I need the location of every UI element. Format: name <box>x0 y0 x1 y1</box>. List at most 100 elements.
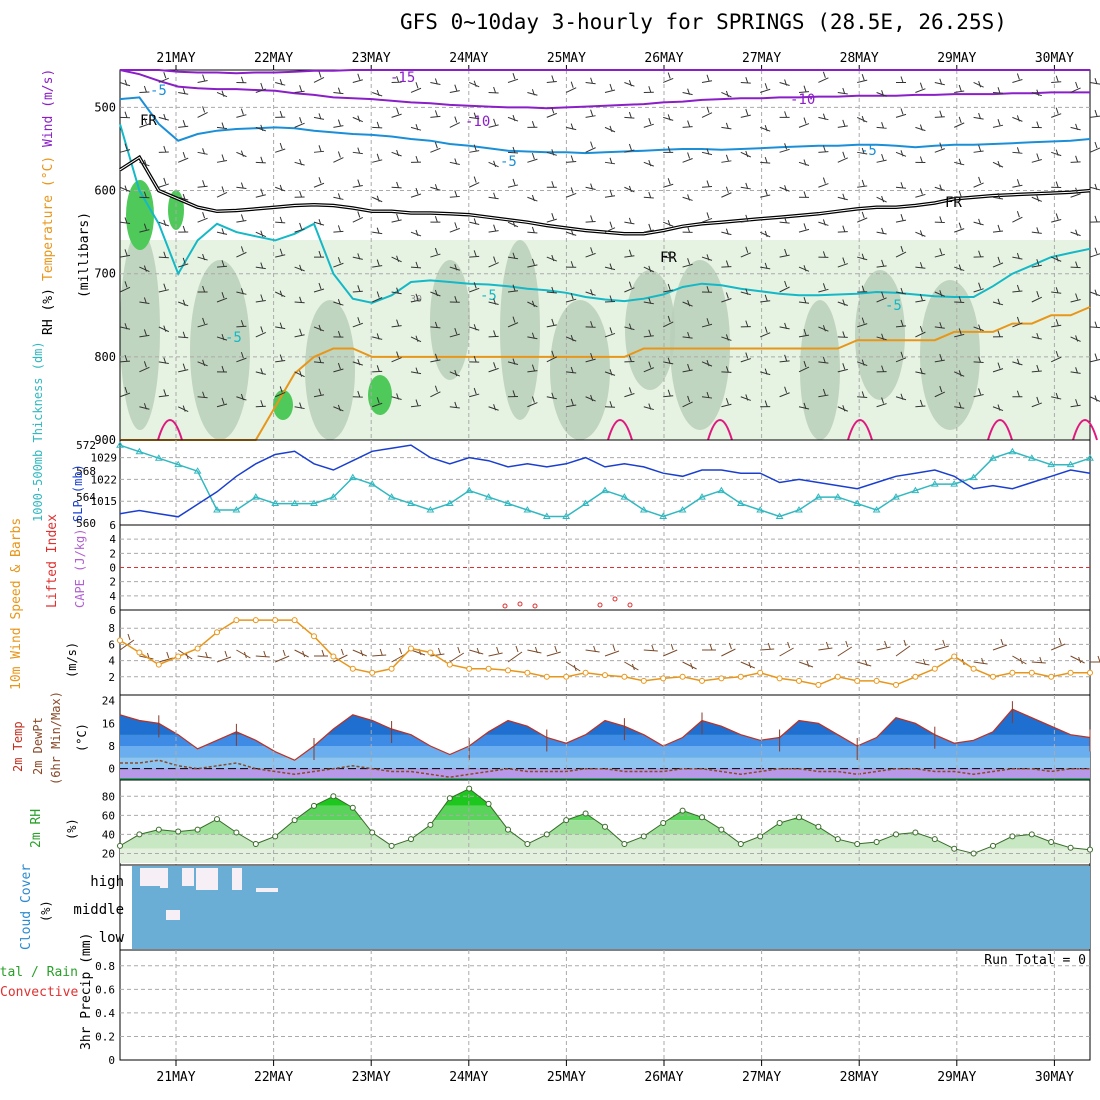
upper-wind-barb <box>566 155 577 163</box>
upper-wind-barb <box>701 359 713 367</box>
upper-wind-barb <box>294 370 305 378</box>
upper-wind-barb <box>469 112 480 120</box>
upper-wind-barb <box>876 365 887 373</box>
rh-point <box>834 836 841 843</box>
upper-wind-barb <box>1051 213 1062 223</box>
upper-wind-barb <box>954 296 965 303</box>
thickness-point <box>426 506 435 513</box>
contour-label: -5 <box>885 298 902 314</box>
upper-wind-barb <box>876 122 887 129</box>
wind-speed-point <box>349 665 356 672</box>
chart-title: GFS 0~10day 3-hourly for SPRINGS (28.5E,… <box>400 10 1007 34</box>
thickness-line <box>119 444 1091 518</box>
slp-tick-label: 1029 <box>91 452 118 465</box>
wind-speed-point <box>427 649 434 656</box>
upper-wind-barb <box>760 294 771 303</box>
wind-speed-point <box>155 661 162 668</box>
thickness-point <box>523 506 532 513</box>
rh-point <box>660 819 667 826</box>
rh-band <box>120 848 1090 863</box>
upper-wind-barb <box>1070 335 1081 342</box>
upper-wind-barb <box>333 87 344 95</box>
upper-wind-barb <box>275 322 286 330</box>
wind-speed-point <box>757 669 764 676</box>
upper-wind-barb <box>1051 255 1062 262</box>
upper-wind-barb <box>721 366 732 373</box>
thickness-point <box>368 480 377 487</box>
rh-shade-mid <box>550 300 610 440</box>
rh-point <box>1087 846 1093 853</box>
upper-wind-barb <box>1012 358 1023 366</box>
date-label-top: 27MAY <box>742 51 781 66</box>
wind-speed-point <box>912 673 919 680</box>
upper-wind-barb <box>410 187 422 198</box>
upper-wind-barb <box>410 367 422 375</box>
upper-wind-barb <box>216 260 228 268</box>
lifted-tick-label: 4 <box>109 533 116 546</box>
upper-wind-barb <box>333 362 344 373</box>
thickness-point <box>717 486 726 494</box>
rh-point <box>873 839 880 846</box>
contour-label: -15 <box>390 70 415 86</box>
upper-wind-barb <box>178 257 189 268</box>
upper-wind-barb <box>527 258 538 268</box>
upper-wind-barb <box>430 110 441 118</box>
upper-wind-barb <box>1070 123 1081 131</box>
upper-wind-barb <box>410 229 422 237</box>
upper-wind-barb <box>818 113 829 121</box>
upper-wind-barb <box>527 396 538 408</box>
rh-point <box>214 816 220 823</box>
upper-wind-barb <box>895 319 907 328</box>
upper-wind-barb <box>798 297 810 304</box>
upper-wind-barb <box>430 321 441 329</box>
upper-wind-barb <box>352 73 363 83</box>
upper-wind-barb <box>624 387 635 398</box>
upper-wind-barb <box>197 391 208 399</box>
upper-wind-barb <box>372 259 383 268</box>
thickness-point <box>445 499 454 507</box>
wind-tick-label: 6 <box>108 638 115 651</box>
upper-wind-barb <box>391 393 402 400</box>
upper-wind-barb <box>527 364 538 373</box>
surface-wind-barb <box>255 650 270 658</box>
surface-wind-barb <box>216 650 232 663</box>
wind-speed-point <box>854 677 861 684</box>
upper-wind-barb <box>1070 81 1081 93</box>
upper-wind-barb <box>178 299 189 307</box>
surface-wind-barb <box>876 640 891 651</box>
upper-wind-barb <box>740 182 751 190</box>
upper-wind-barb <box>740 214 751 223</box>
upper-wind-barb <box>391 149 402 157</box>
upper-wind-barb <box>701 286 713 293</box>
contour-label: -5 <box>480 288 497 304</box>
lifted-point <box>627 602 633 608</box>
upper-wind-barb <box>663 178 674 188</box>
upper-wind-barb <box>779 185 790 192</box>
upper-wind-barb <box>333 151 344 163</box>
upper-wind-barb <box>663 283 674 293</box>
upper-wind-barb <box>895 351 907 363</box>
upper-wind-barb <box>992 298 1004 306</box>
upper-wind-barb <box>275 216 286 224</box>
thickness-point <box>698 493 706 500</box>
upper-wind-barb <box>1089 141 1100 153</box>
upper-wind-barb <box>507 316 519 328</box>
wind-speed-point <box>563 673 570 680</box>
upper-wind-barb <box>934 290 945 297</box>
upper-wind-barb <box>197 285 208 293</box>
upper-wind-barb <box>992 87 1004 94</box>
wind-speed-point <box>1087 669 1093 676</box>
upper-wind-barb <box>857 74 868 83</box>
surface-wind-barb <box>158 651 173 663</box>
thickness-point <box>639 506 648 513</box>
date-label-bottom: 21MAY <box>156 1070 195 1085</box>
temp-unit: (°C) <box>75 723 89 752</box>
date-label-top: 26MAY <box>644 51 683 66</box>
upper-wind-barb <box>352 115 363 123</box>
upper-wind-barb <box>1051 181 1062 189</box>
thickness-ylabel: 1000-500mb Thickness (dm) <box>31 341 45 522</box>
upper-wind-barb <box>1089 353 1100 363</box>
wind-speed-point <box>1009 669 1016 676</box>
upper-wind-barb <box>779 322 790 330</box>
